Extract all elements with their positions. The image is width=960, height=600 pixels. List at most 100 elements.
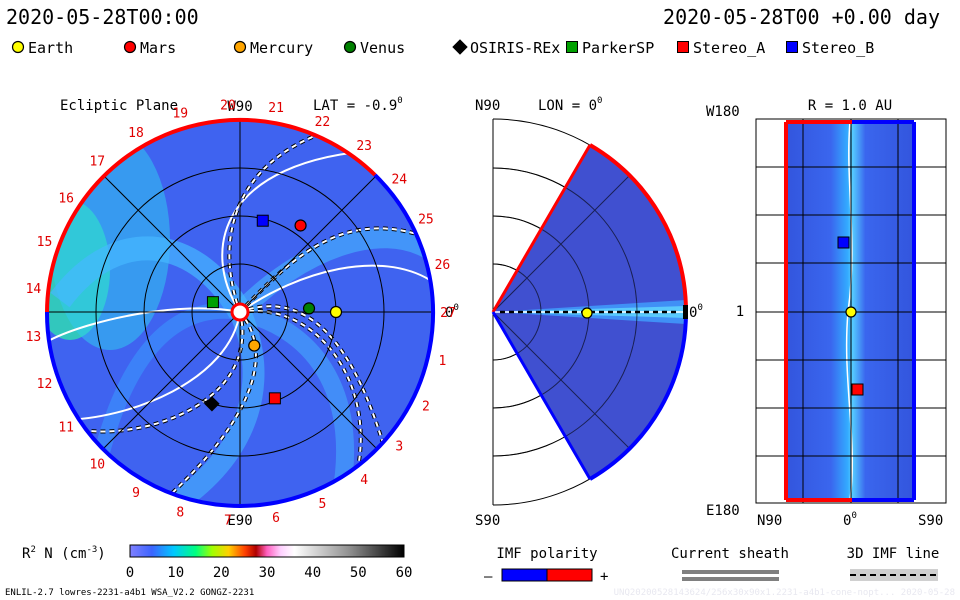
ecliptic-rim-blue	[44, 173, 435, 508]
footer-right: UNQ20200528143624/256x30x90x1.2231-a4b1-…	[614, 588, 955, 598]
ecliptic-panel: Ecliptic Plane W90 LAT = -0.90 E90 00	[26, 96, 459, 529]
ecliptic-lat-label: LAT = -0.90	[313, 96, 403, 114]
meridional-s90-label: S90	[475, 513, 500, 529]
meridional-rim-red	[588, 143, 689, 313]
sector-number: 15	[37, 235, 53, 250]
imf-polarity-title: IMF polarity	[496, 546, 597, 562]
colorbar-label: R2 N (cm-3)	[22, 545, 106, 562]
sector-number: 19	[172, 107, 188, 122]
sector-number: 14	[26, 282, 42, 297]
imf3d-title: 3D IMF line	[847, 546, 940, 562]
meridional-0-label: 00	[689, 303, 703, 321]
sector-number: 8	[176, 505, 184, 520]
sector-number: 11	[58, 420, 74, 435]
ecliptic-stereo-a-marker	[268, 392, 281, 405]
radial-e180-label: E180	[706, 503, 740, 519]
colorbar-tick-label: 0	[126, 565, 134, 581]
ecliptic-rim-red	[45, 117, 377, 313]
ecliptic-earth-marker	[329, 305, 343, 319]
ecliptic-mars-marker	[294, 219, 307, 232]
sector-number: 20	[220, 98, 236, 113]
legend-mars-label: Mars	[140, 39, 176, 57]
legend-osiris-rex-marker	[452, 39, 468, 55]
imf3d-legend: 3D IMF line	[847, 546, 940, 581]
sector-number: 9	[132, 486, 140, 501]
radial-stereo-b-marker	[837, 236, 850, 249]
sector-number: 26	[435, 258, 451, 273]
ecliptic-e90-label: E90	[227, 513, 252, 529]
legend-parkersp-marker	[566, 41, 578, 53]
colorbar-gradient	[129, 544, 405, 558]
ecliptic-0-label: 00	[445, 303, 459, 321]
sector-number: 13	[26, 330, 42, 345]
sector-number: 18	[128, 126, 144, 141]
imf-negative-swatch	[501, 568, 548, 582]
sector-number: 1	[438, 354, 446, 369]
imf-polarity-legend: IMF polarity – +	[484, 546, 608, 585]
colorbar-tick-label: 30	[259, 565, 276, 581]
ecliptic-parkersp-marker	[206, 296, 219, 309]
radial-s90-label: S90	[918, 513, 943, 529]
current-sheath-title: Current sheath	[671, 546, 789, 562]
sector-number: 22	[315, 115, 331, 130]
legend-stereo-b-label: Stereo_B	[802, 39, 874, 57]
colorbar-ticks: 0 10 20 30 40 50 60	[126, 565, 413, 581]
radial-earth-marker	[845, 306, 857, 318]
radial-title: R = 1.0 AU	[808, 98, 892, 114]
legend-stereo-b-marker	[786, 41, 798, 53]
sector-number: 4	[360, 473, 368, 488]
ecliptic-venus-marker	[302, 302, 316, 315]
colorbar-tick-label: 10	[167, 565, 184, 581]
sector-number: 10	[89, 457, 105, 472]
meridional-panel: N90 LON = 00 S90 00	[475, 96, 703, 529]
radial-panel: W180 R = 1.0 AU 1 E180 N90 00 S90	[706, 98, 947, 529]
sector-number: 16	[58, 192, 74, 207]
ecliptic-title: Ecliptic Plane	[60, 98, 178, 114]
legend-parkersp-label: ParkerSP	[582, 39, 654, 57]
meridional-earth-marker	[581, 307, 593, 319]
imf-positive-swatch	[546, 568, 593, 582]
sector-number: 7	[224, 514, 232, 529]
legend-mercury-label: Mercury	[250, 39, 313, 57]
sector-number: 24	[391, 172, 407, 187]
meridional-rim-blue	[588, 311, 689, 481]
radial-stereo-a-marker	[851, 383, 864, 396]
sector-number: 6	[272, 511, 280, 526]
ecliptic-objects	[204, 214, 343, 412]
header-left-time: 2020-05-28T00:00	[6, 5, 199, 29]
legend-stereo-a-marker	[677, 41, 689, 53]
colorbar-tick-label: 40	[304, 565, 321, 581]
current-sheath-legend: Current sheath	[671, 546, 789, 581]
legend-stereo-a-label: Stereo_A	[693, 39, 765, 57]
imf-minus: –	[484, 569, 493, 585]
meridional-n90-label: N90	[475, 98, 500, 114]
imf-plus: +	[600, 569, 608, 585]
colorbar-tick-label: 50	[350, 565, 367, 581]
radial-n90-label: N90	[757, 513, 782, 529]
ecliptic-stereo-b-marker	[256, 214, 269, 227]
radial-0-label: 00	[843, 511, 857, 529]
sector-number: 12	[37, 377, 53, 392]
colorbar-tick-label: 20	[213, 565, 230, 581]
legend-osiris-rex-label: OSIRIS-REx	[470, 39, 560, 57]
ecliptic-osiris-rex-marker	[204, 396, 220, 412]
meridional-lon-label: LON = 00	[538, 96, 602, 114]
ecliptic-mercury-marker	[248, 339, 261, 352]
colorbar-tick-label: 60	[396, 565, 413, 581]
sector-number: 3	[395, 440, 403, 455]
object-legend: Earth Mars Mercury Venus OSIRIS-REx ParkerSP S…	[11, 39, 874, 57]
legend-mercury-marker	[233, 40, 247, 54]
colorbar: R2 N (cm-3) 0 10 20 30 40 50 60	[22, 544, 413, 581]
sun-marker	[230, 302, 250, 322]
ecliptic-w90-label: W90	[227, 99, 252, 115]
legend-earth-marker	[11, 40, 25, 54]
sector-number: 25	[418, 213, 434, 228]
header-right-time: 2020-05-28T00 +0.00 day	[663, 5, 940, 29]
sector-number: 5	[318, 497, 326, 512]
legend-venus-marker	[343, 40, 357, 54]
legend-mars-marker	[123, 40, 137, 54]
radial-w180-label: W180	[706, 104, 740, 120]
footer-left: ENLIL-2.7 lowres-2231-a4b1 WSA_V2.2 GONG…	[5, 588, 254, 598]
